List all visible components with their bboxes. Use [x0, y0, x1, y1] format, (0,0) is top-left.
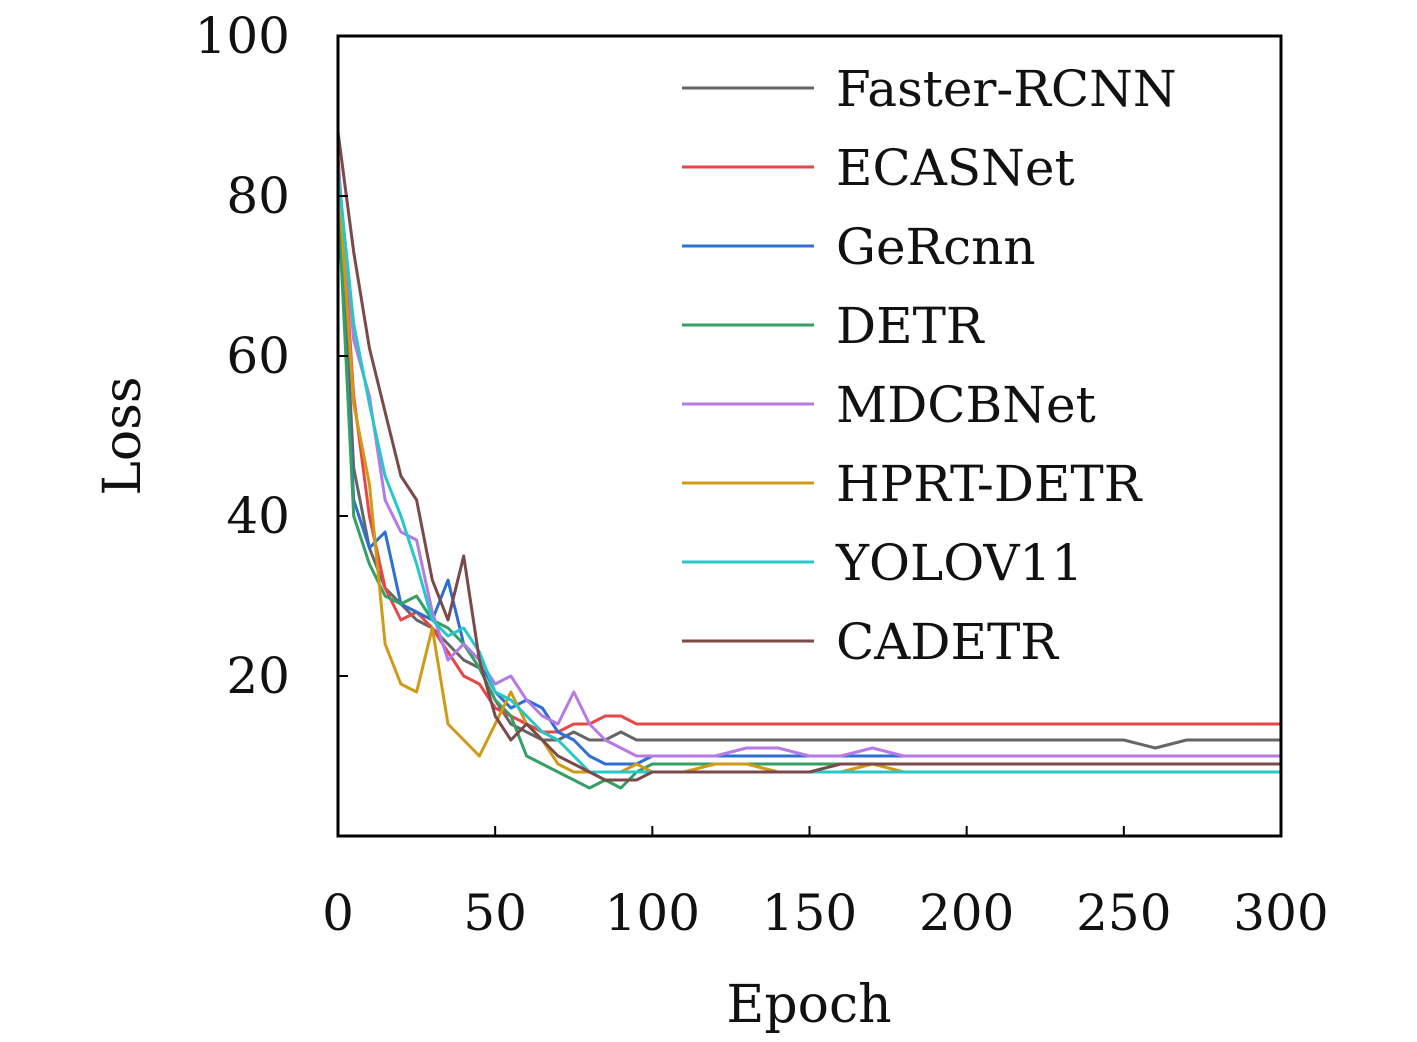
x-tick-label: 150	[762, 884, 857, 942]
x-axis-title: Epoch	[726, 975, 891, 1035]
legend-label: HPRT-DETR	[836, 455, 1143, 513]
y-axis-title: Loss	[93, 376, 153, 495]
x-tick-label: 50	[463, 884, 527, 942]
x-tick-label: 250	[1076, 884, 1171, 942]
y-tick-label: 100	[195, 7, 290, 65]
legend-label: Faster-RCNN	[836, 60, 1177, 118]
legend-label: YOLOV11	[835, 534, 1083, 592]
x-tick-label: 100	[605, 884, 700, 942]
series-line-faster-rcnn	[336, 155, 1281, 750]
series-line-ecasnet	[336, 155, 1281, 734]
legend-label: MDCBNet	[836, 376, 1096, 434]
y-tick-label: 20	[226, 647, 290, 705]
y-tick-label: 40	[226, 487, 290, 545]
legend-label: GeRcnn	[836, 218, 1036, 276]
legend-label: DETR	[836, 297, 985, 355]
legend: Faster-RCNN ECASNet GeRcnn DETR MDCBNet HPRT-…	[682, 60, 1177, 671]
legend-label: CADETR	[836, 613, 1059, 671]
series-line-mdcbnet	[336, 163, 1281, 758]
legend-label: ECASNet	[836, 139, 1075, 197]
y-tick-label: 80	[226, 167, 290, 225]
plot-frame	[336, 34, 1283, 838]
series-line-cadetr	[336, 131, 1281, 782]
y-tick-label: 60	[226, 327, 290, 385]
series-layer	[336, 131, 1281, 790]
ticks-layer: 0 50 100 150 200 250 300 20 40 60 80 100	[195, 7, 1329, 942]
x-tick-label: 200	[919, 884, 1014, 942]
x-tick-label: 0	[322, 884, 354, 942]
x-tick-label: 300	[1233, 884, 1328, 942]
